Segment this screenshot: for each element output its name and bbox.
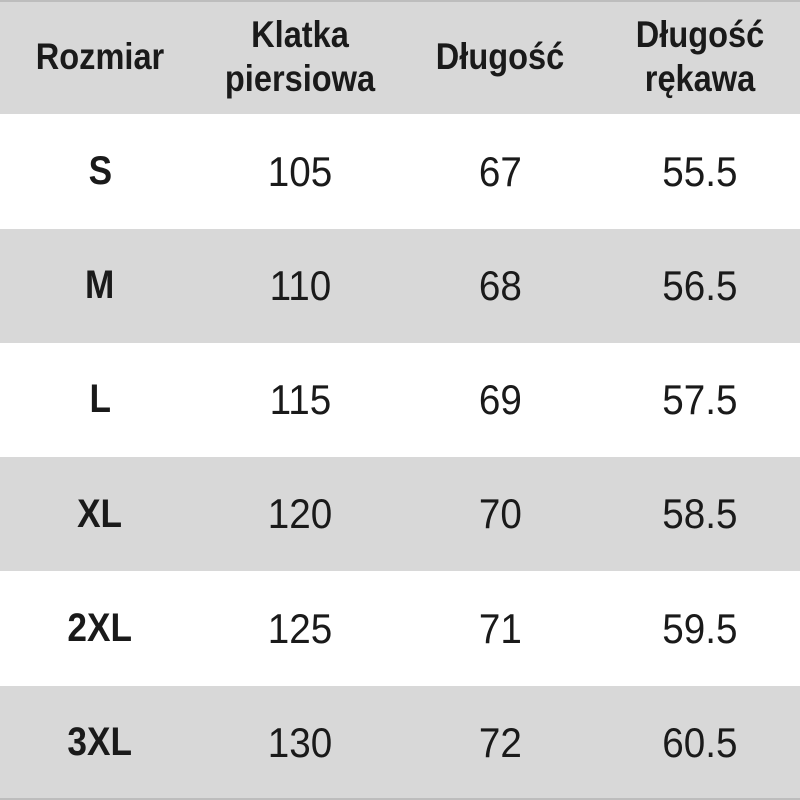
chest-cell: 105 xyxy=(200,114,400,228)
table-row-l: L 115 69 57.5 xyxy=(0,342,800,458)
length-value: 69 xyxy=(478,376,522,424)
size-cell: S xyxy=(0,114,200,228)
column-header-dlugosc-rekawa: Długość rękawa xyxy=(600,0,800,114)
sleeve-value: 60.5 xyxy=(662,719,738,767)
sleeve-cell: 55.5 xyxy=(600,114,800,228)
chest-cell: 120 xyxy=(200,457,400,571)
sleeve-cell: 60.5 xyxy=(600,686,800,800)
length-value: 67 xyxy=(478,147,522,195)
chest-cell: 130 xyxy=(200,686,400,800)
column-header-dlugosc: Długość xyxy=(400,0,600,114)
size-cell: XL xyxy=(0,457,200,571)
column-header-label: Długość xyxy=(435,36,565,78)
column-header-label: Rozmiar xyxy=(35,36,165,78)
size-value: M xyxy=(85,263,115,308)
size-cell: 2XL xyxy=(0,571,200,685)
top-edge-line xyxy=(0,0,800,2)
length-cell: 68 xyxy=(400,229,600,343)
bottom-edge-line xyxy=(0,798,800,800)
sleeve-value: 59.5 xyxy=(662,604,738,652)
length-cell: 67 xyxy=(400,114,600,228)
size-value: 3XL xyxy=(67,720,133,765)
length-value: 72 xyxy=(478,719,522,767)
column-header-klatka-piersiowa: Klatka piersiowa xyxy=(200,0,400,114)
sleeve-value: 55.5 xyxy=(662,147,738,195)
table-row-s: S 105 67 55.5 xyxy=(0,114,800,229)
chest-value: 115 xyxy=(269,376,331,424)
sleeve-cell: 56.5 xyxy=(600,229,800,343)
chest-cell: 110 xyxy=(200,229,400,343)
sleeve-value: 57.5 xyxy=(662,376,738,424)
chest-cell: 115 xyxy=(200,343,400,457)
table-row-xl: XL 120 70 58.5 xyxy=(0,457,800,572)
size-value: S xyxy=(88,148,112,193)
table-row-m: M 110 68 56.5 xyxy=(0,228,800,343)
length-value: 68 xyxy=(478,261,522,309)
column-header-label: Długość rękawa xyxy=(635,14,765,100)
length-cell: 71 xyxy=(400,571,600,685)
table-row-3xl: 3XL 130 72 60.5 xyxy=(0,685,800,800)
size-value: 2XL xyxy=(67,605,133,650)
column-header-rozmiar: Rozmiar xyxy=(0,0,200,114)
length-cell: 69 xyxy=(400,343,600,457)
chest-value: 125 xyxy=(267,604,333,652)
column-header-label: Klatka piersiowa xyxy=(224,14,376,100)
chest-cell: 125 xyxy=(200,571,400,685)
chest-value: 120 xyxy=(267,490,333,538)
length-cell: 72 xyxy=(400,686,600,800)
size-value: L xyxy=(89,377,111,422)
chest-value: 105 xyxy=(267,147,333,195)
table-header-row: Rozmiar Klatka piersiowa Długość Długość… xyxy=(0,0,800,115)
length-value: 71 xyxy=(478,604,522,652)
length-value: 70 xyxy=(478,490,522,538)
sleeve-value: 56.5 xyxy=(662,261,738,309)
table-row-2xl: 2XL 125 71 59.5 xyxy=(0,571,800,686)
chest-value: 130 xyxy=(267,719,333,767)
sleeve-cell: 59.5 xyxy=(600,571,800,685)
size-cell: L xyxy=(0,343,200,457)
size-cell: M xyxy=(0,229,200,343)
chest-value: 110 xyxy=(269,261,331,309)
size-value: XL xyxy=(77,491,123,536)
size-cell: 3XL xyxy=(0,686,200,800)
sleeve-cell: 57.5 xyxy=(600,343,800,457)
sleeve-cell: 58.5 xyxy=(600,457,800,571)
length-cell: 70 xyxy=(400,457,600,571)
sleeve-value: 58.5 xyxy=(662,490,738,538)
